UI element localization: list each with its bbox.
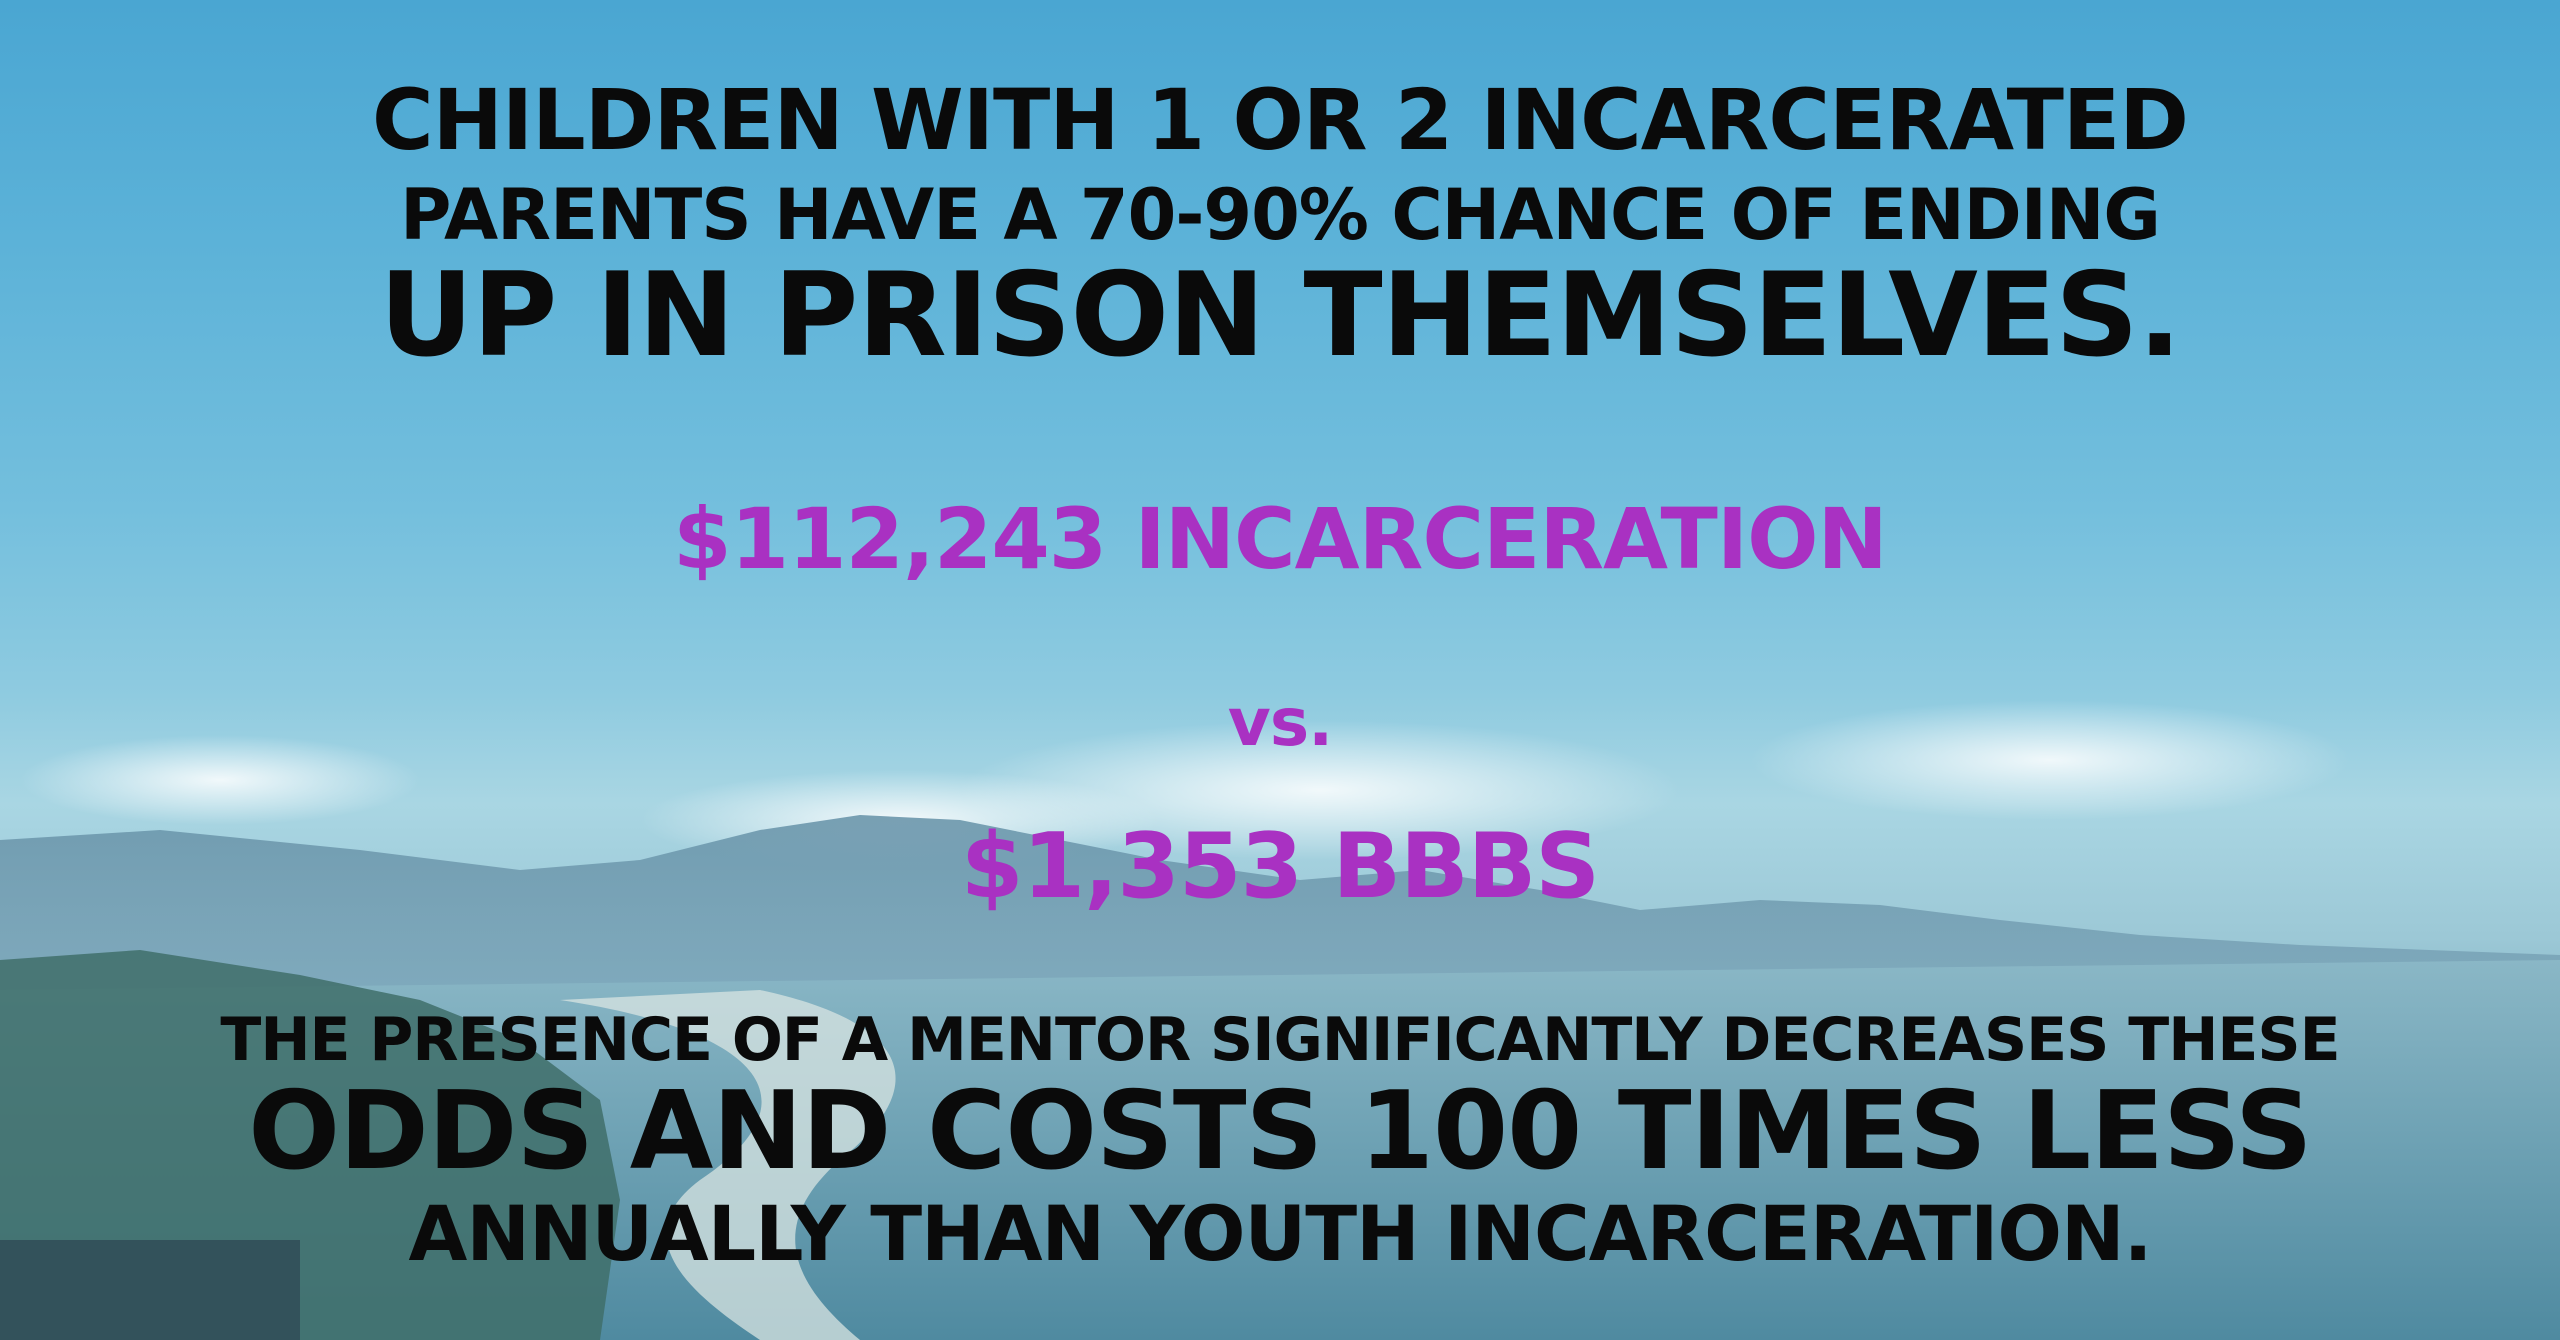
cloud bbox=[1750, 700, 2350, 820]
beach-shoreline bbox=[560, 990, 896, 1340]
cloud bbox=[20, 735, 420, 825]
bbbs-cost: $1,353 BBBS bbox=[960, 814, 1600, 919]
footer-line-1: THE PRESENCE OF A MENTOR SIGNIFICANTLY D… bbox=[220, 1005, 2340, 1075]
ocean bbox=[0, 960, 2560, 1340]
mountain-range bbox=[0, 815, 2560, 1010]
versus-label: vs. bbox=[1227, 684, 1333, 761]
headline-line-1: CHILDREN WITH 1 OR 2 INCARCERATED bbox=[371, 71, 2189, 169]
incarceration-cost: $112,243 INCARCERATION bbox=[673, 490, 1888, 588]
headline-line-2: PARENTS HAVE A 70-90% CHANCE OF ENDING bbox=[400, 174, 2161, 256]
footer-line-3: ANNUALLY THAN YOUTH INCARCERATION. bbox=[408, 1189, 2153, 1278]
headline-line-3: UP IN PRISON THEMSELVES. bbox=[379, 248, 2182, 383]
rooftop bbox=[0, 1240, 300, 1340]
footer-line-2: ODDS AND COSTS 100 TIMES LESS bbox=[248, 1069, 2312, 1194]
